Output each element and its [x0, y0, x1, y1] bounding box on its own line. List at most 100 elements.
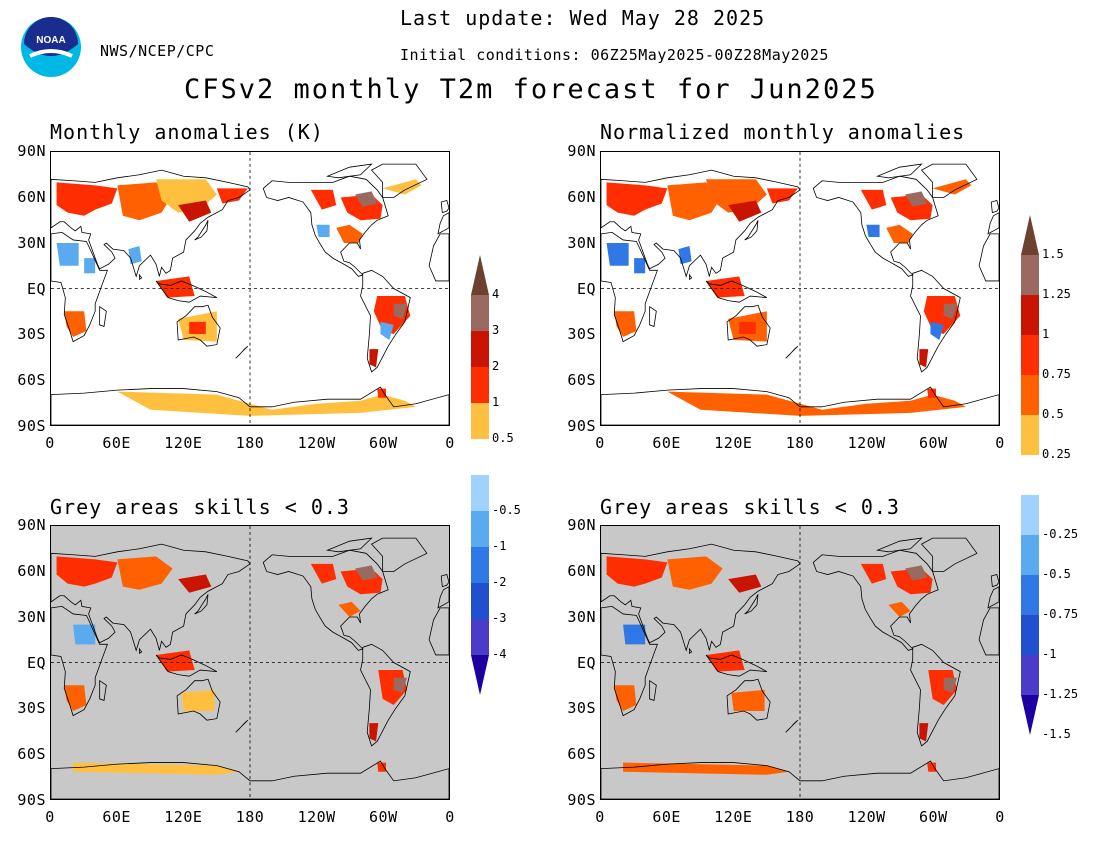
- x-tick-label: 60W: [919, 434, 948, 452]
- anomaly-region: [355, 565, 378, 581]
- colorbar-label: -1.5: [1042, 727, 1071, 741]
- coastline: [325, 163, 373, 179]
- x-tick-label: 0: [45, 808, 55, 826]
- anomaly-region: [606, 243, 629, 266]
- anomaly-region: [369, 349, 379, 368]
- colorbar-segment: [1021, 255, 1039, 296]
- anomaly-region: [117, 556, 173, 590]
- panel-title-skill-normalized: Grey areas skills < 0.3: [600, 495, 900, 519]
- anomaly-region: [943, 677, 958, 693]
- coastline: [978, 233, 999, 282]
- land-europe_w: [437, 586, 449, 608]
- y-tick-label: 90N: [17, 142, 46, 160]
- anomaly-region: [393, 677, 408, 693]
- agency-label: NWS/NCEP/CPC: [100, 42, 215, 60]
- colorbar-segment: [471, 583, 489, 620]
- colorbar-label: -0.5: [492, 503, 521, 517]
- map-skill-normalized: [600, 525, 1000, 800]
- coastline: [155, 280, 218, 303]
- y-tick-label: 60N: [17, 561, 46, 580]
- x-tick-label: 60E: [102, 808, 131, 826]
- anomaly-region: [930, 321, 944, 341]
- colorbar-min-arrow: [471, 655, 489, 695]
- colorbar-min-arrow: [1021, 695, 1039, 735]
- anomaly-region: [606, 556, 668, 587]
- coastline: [726, 304, 771, 347]
- anomaly-region: [943, 303, 958, 319]
- x-tick-label: 0: [45, 434, 55, 452]
- colorbar-label: -3: [492, 611, 507, 625]
- colorbar-label: 1.25: [1042, 287, 1071, 301]
- coastline: [705, 280, 768, 303]
- coastline: [428, 607, 449, 656]
- anomaly-region: [316, 224, 330, 237]
- anomaly-region: [56, 556, 118, 587]
- x-tick-label: 60W: [919, 808, 948, 826]
- anomaly-region: [728, 574, 762, 593]
- coastline: [51, 231, 108, 343]
- coastline: [360, 643, 411, 747]
- coastline: [978, 607, 999, 656]
- noaa-logo: NOAA: [20, 16, 82, 78]
- land-europe_w: [987, 586, 999, 608]
- y-tick-label: 90S: [17, 417, 46, 435]
- coastline: [262, 175, 389, 277]
- coastline: [990, 200, 999, 214]
- colorbar-segment: [471, 403, 489, 440]
- land-uk: [991, 574, 999, 587]
- map-canvas: [601, 152, 999, 425]
- colorbar-segment: [1021, 655, 1039, 696]
- coastline: [360, 269, 411, 373]
- x-tick-label: 120W: [847, 808, 886, 826]
- coastline: [440, 200, 449, 214]
- colorbar-label: 1.5: [1042, 247, 1064, 261]
- coastline: [744, 594, 759, 615]
- coastline: [920, 163, 978, 198]
- anomaly-region: [73, 762, 239, 775]
- colorbar-segment: [1021, 375, 1039, 416]
- coastline: [689, 273, 693, 281]
- coastline: [370, 537, 428, 572]
- x-tick-label: 0: [595, 434, 605, 452]
- colorbar-label: 0.5: [492, 431, 514, 445]
- land-japan: [194, 594, 209, 614]
- coastline: [176, 678, 221, 721]
- x-tick-label: 0: [445, 434, 455, 452]
- y-tick-label: 30N: [567, 233, 596, 252]
- y-tick-label: EQ: [576, 279, 596, 298]
- x-tick-label: 0: [595, 808, 605, 826]
- x-tick-label: 120E: [164, 434, 203, 452]
- x-tick-label: 180: [785, 434, 815, 452]
- colorbar-segment: [1021, 415, 1039, 456]
- coastline: [812, 549, 939, 651]
- colorbar-segment: [1021, 575, 1039, 616]
- anomaly-region: [606, 182, 668, 216]
- x-tick-label: 60E: [652, 808, 681, 826]
- x-tick-label: 0: [445, 808, 455, 826]
- x-tick-label: 180: [235, 434, 265, 452]
- anomaly-region: [156, 276, 195, 298]
- anomaly-region: [888, 601, 911, 618]
- x-tick-label: 60W: [369, 434, 398, 452]
- y-tick-label: 60S: [567, 745, 596, 764]
- panel-title-anomaly: Monthly anomalies (K): [50, 120, 324, 144]
- coastline: [875, 537, 923, 553]
- colorbar-label: 4: [492, 287, 500, 301]
- anomaly-region: [382, 179, 422, 195]
- anomaly-region: [178, 574, 212, 593]
- colorbar-scale: [471, 255, 489, 695]
- coastline: [601, 231, 658, 343]
- x-tick-label: 180: [235, 808, 265, 826]
- anomaly-region: [866, 224, 880, 237]
- anomaly-region: [739, 321, 756, 334]
- land-greenland: [371, 538, 427, 572]
- coastline: [51, 169, 251, 278]
- anomaly-region: [678, 246, 692, 265]
- anomaly-region: [905, 191, 928, 207]
- anomaly-region: [927, 762, 937, 772]
- colorbar-normalized: 1.5 1.25 1 0.75 0.5 0.25 -0.25 -0.5 -0.75 -1 -1.25…: [1020, 215, 1090, 741]
- y-tick-label: EQ: [576, 653, 596, 672]
- anomaly-region: [336, 224, 363, 244]
- y-tick-label: 90S: [567, 791, 596, 809]
- coastline: [51, 543, 251, 652]
